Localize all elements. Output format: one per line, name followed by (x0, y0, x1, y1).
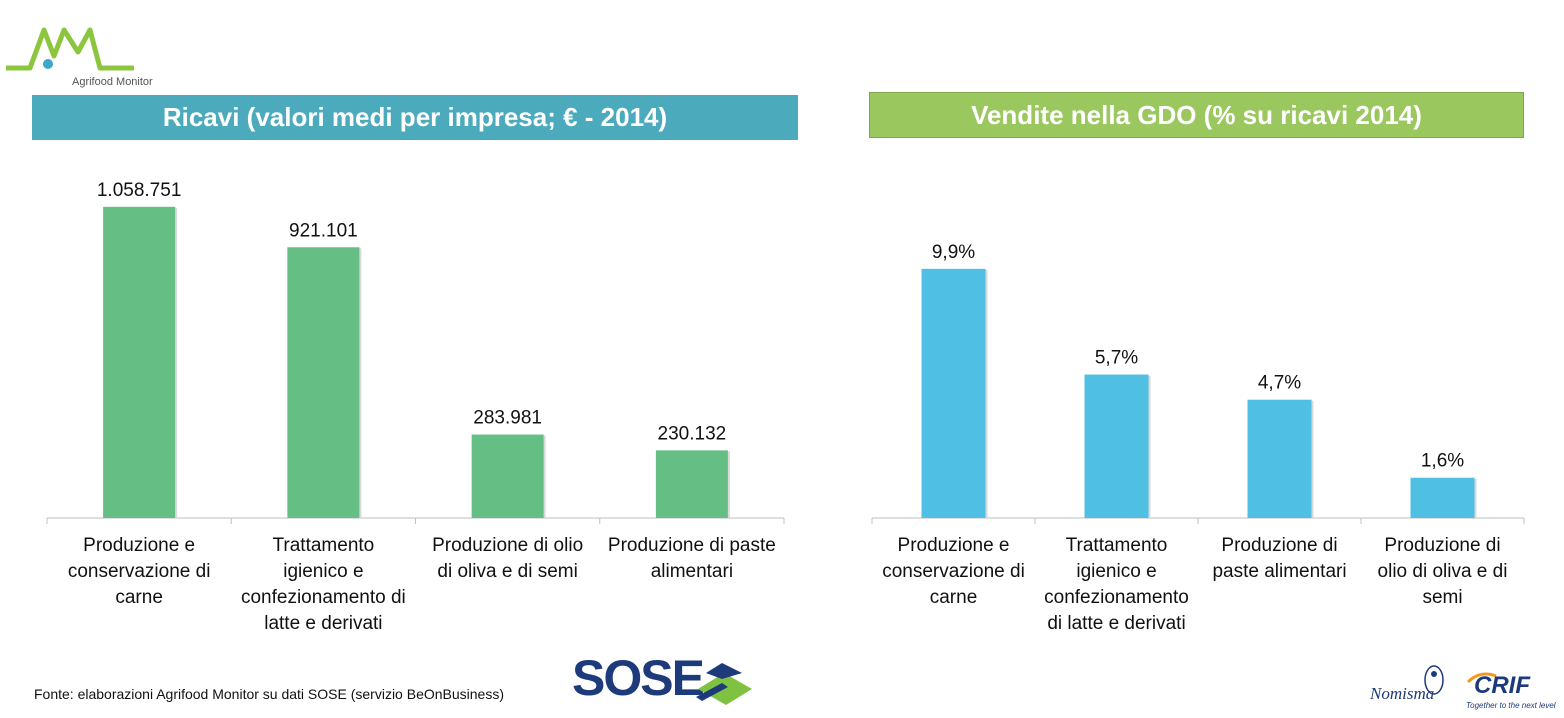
category-label-right-3: Produzione di olio di oliva e di semi (1361, 533, 1524, 611)
crif-swoosh-icon (1466, 672, 1497, 684)
category-label-line: confezionamento (1044, 587, 1189, 608)
bar-right-1 (1084, 374, 1149, 518)
crif-logo: CRIF Together to the next level (1466, 668, 1562, 716)
bar-left-0 (103, 206, 176, 518)
agrifood-monitor-logo: Agrifood Monitor (4, 18, 164, 92)
category-label-line: latte e derivati (264, 613, 383, 634)
sose-mark-icon (696, 663, 752, 705)
bar-left-3 (655, 450, 728, 518)
category-label-line: Produzione di (1221, 535, 1338, 556)
bar-left-2 (471, 434, 544, 518)
crif-logo-text: CRIF (1474, 672, 1530, 699)
data-label-left-2: 283.981 (473, 408, 542, 429)
category-label-line: semi (1422, 587, 1463, 608)
category-label-left-3: Produzione di paste alimentari (600, 533, 784, 585)
category-label-line: paste alimentari (1212, 561, 1347, 582)
category-label-line: carne (115, 587, 163, 608)
category-label-line: Trattamento (1065, 535, 1168, 556)
data-label-right-1: 5,7% (1095, 348, 1138, 369)
nomisma-logo: Nomisma (1368, 662, 1463, 718)
category-label-line: igienico e (283, 561, 364, 582)
category-label-right-1: Trattamento igienico e confezionamento di l… (1035, 533, 1198, 637)
category-label-left-1: Trattamento igienico e confezionamento di l… (231, 533, 415, 637)
bar-left-1 (287, 247, 360, 518)
category-label-left-2: Produzione di olio di oliva e di semi (416, 533, 600, 585)
category-label-line: conservazione di (882, 561, 1025, 582)
category-label-line: di latte e derivati (1047, 613, 1186, 634)
category-label-line: olio di oliva e di (1377, 561, 1508, 582)
bar-right-0 (921, 268, 986, 518)
category-label-right-0: Produzione e conservazione di carne (872, 533, 1035, 611)
category-label-line: Produzione e (83, 535, 196, 556)
category-label-line: Produzione di (1384, 535, 1501, 556)
data-label-left-1: 921.101 (289, 220, 358, 241)
category-label-right-2: Produzione di paste alimentari (1198, 533, 1361, 585)
data-label-left-3: 230.132 (658, 423, 727, 444)
sose-logo: SOSE (572, 650, 762, 715)
nomisma-logo-text: Nomisma (1370, 684, 1435, 703)
data-label-left-0: 1.058.751 (97, 180, 182, 201)
category-label-left-0: Produzione e conservazione di carne (47, 533, 231, 611)
logo-wave-icon (6, 27, 134, 71)
source-note: Fonte: elaborazioni Agrifood Monitor su … (34, 686, 505, 702)
nomisma-emblem-icon (1424, 665, 1444, 695)
sose-logo-text: SOSE (572, 650, 705, 706)
right-chart-title: Vendite nella GDO (% su ricavi 2014) (869, 92, 1524, 138)
left-chart-title: Ricavi (valori medi per impresa; € - 201… (32, 95, 798, 140)
category-label-line: Produzione di paste (607, 535, 776, 556)
category-label-line: confezionamento di (240, 587, 406, 608)
bar-right-3 (1410, 477, 1475, 518)
data-label-right-0: 9,9% (932, 242, 975, 263)
bar-right-2 (1247, 399, 1312, 518)
category-label-line: igienico e (1076, 561, 1157, 582)
logo-text: Agrifood Monitor (72, 76, 153, 88)
category-label-line: alimentari (650, 561, 734, 582)
category-label-line: Trattamento (272, 535, 375, 556)
category-label-line: Produzione e (897, 535, 1010, 556)
category-label-line: carne (929, 587, 978, 608)
category-label-line: conservazione di (67, 561, 211, 582)
data-label-right-2: 4,7% (1258, 373, 1301, 394)
category-label-line: di oliva e di semi (437, 561, 578, 582)
crif-tagline: Together to the next level (1466, 701, 1556, 710)
data-label-right-3: 1,6% (1421, 451, 1464, 472)
category-label-line: Produzione di olio (432, 535, 584, 556)
